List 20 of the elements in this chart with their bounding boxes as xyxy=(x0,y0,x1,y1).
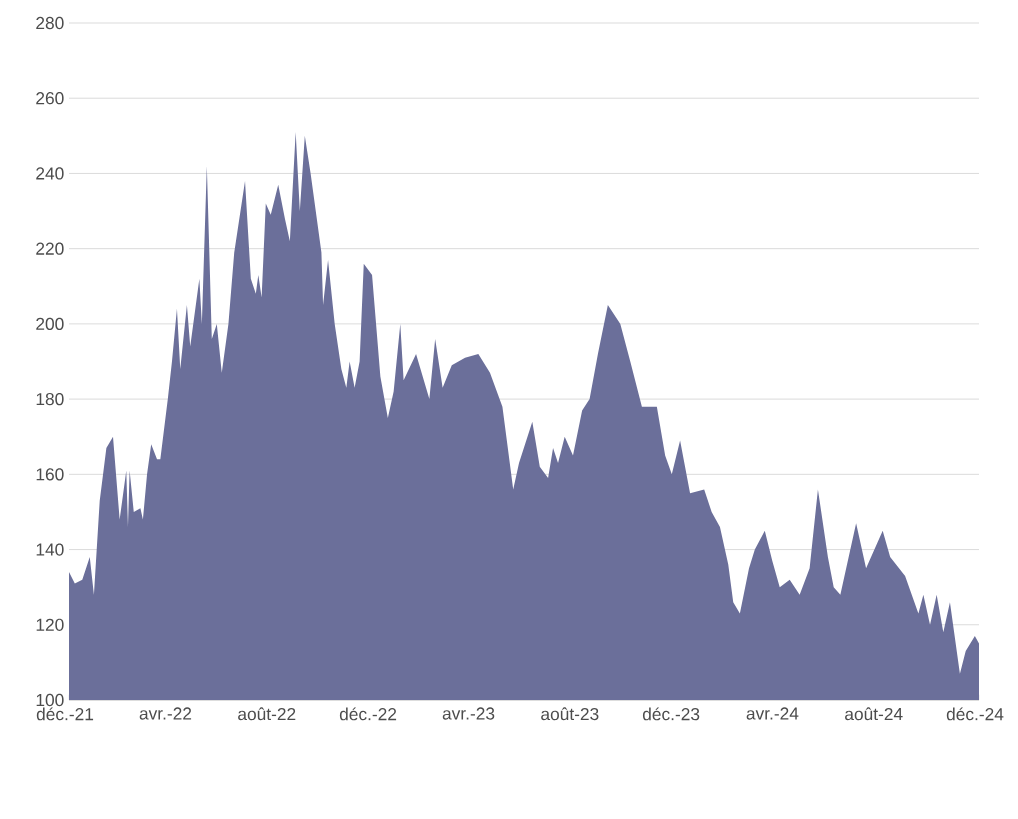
y-tick-label: 180 xyxy=(36,392,64,406)
x-tick-label: août-23 xyxy=(541,707,599,721)
x-tick-label: déc.-23 xyxy=(642,707,700,721)
x-tick-label: déc.-22 xyxy=(339,707,397,721)
x-tick-label: avr.-23 xyxy=(442,707,495,720)
x-tick-label: déc.-24 xyxy=(946,707,1004,721)
x-tick-label: déc.-21 xyxy=(36,707,94,721)
y-tick-label: 240 xyxy=(36,167,64,180)
y-tick-label: 220 xyxy=(36,242,64,255)
x-tick-label: avr.-22 xyxy=(139,707,192,720)
x-tick-label: août-22 xyxy=(238,707,296,721)
y-tick-label: 100 xyxy=(36,693,64,707)
y-tick-label: 280 xyxy=(36,16,64,30)
y-tick-label: 200 xyxy=(36,317,64,331)
y-tick-label: 160 xyxy=(36,468,64,481)
y-tick-label: 120 xyxy=(36,618,64,631)
y-tick-label: 260 xyxy=(36,92,64,105)
x-tick-label: avr.-24 xyxy=(746,707,799,720)
x-tick-label: août-24 xyxy=(845,707,903,721)
y-tick-label: 140 xyxy=(36,543,64,556)
